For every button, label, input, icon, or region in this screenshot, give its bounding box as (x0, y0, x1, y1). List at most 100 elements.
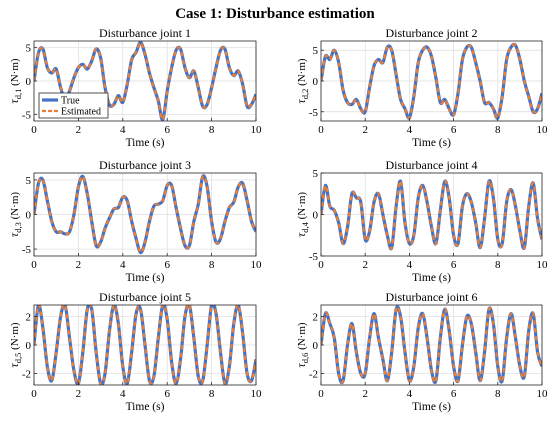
subplot-title: Disturbance joint 2 (386, 26, 478, 40)
x-tick-label: 4 (120, 388, 126, 400)
x-tick-label: 8 (209, 388, 215, 400)
series-line-true (321, 42, 542, 120)
subplot-title: Disturbance joint 4 (386, 158, 478, 172)
y-axis-label-unit: (N·m) (9, 322, 21, 353)
series-group (321, 179, 542, 251)
x-tick-label: 6 (164, 259, 170, 271)
x-tick-label: 8 (209, 124, 215, 136)
series-group (34, 305, 256, 385)
y-tick-label: 5 (313, 45, 319, 57)
x-tick-label: 6 (451, 388, 457, 400)
y-axis-label-unit: (N·m) (296, 192, 308, 223)
y-axis-label-unit: (N·m) (9, 58, 21, 89)
subplot-title: Disturbance joint 1 (99, 26, 191, 40)
x-axis-label: Time (s) (126, 272, 165, 284)
y-axis-label-subscript: d,5 (13, 353, 23, 364)
subplot-2: 0 2 4 6 8 10 -5 0 5 Disturbance joint 2 Time (s) τd… (294, 26, 548, 149)
x-tick-label: 0 (318, 259, 324, 271)
y-axis-label-symbol: τ (294, 363, 308, 368)
y-tick-label: -5 (22, 244, 32, 256)
figure-title: Case 1: Disturbance estimation (175, 6, 375, 22)
y-tick-label: 0 (313, 340, 319, 352)
series-group (321, 305, 542, 385)
y-axis-label-subscript: d,4 (300, 221, 310, 232)
x-tick-label: 2 (362, 259, 368, 271)
x-tick-label: 8 (495, 388, 501, 400)
y-axis-label: τd,2 (N·m) (294, 58, 310, 103)
y-tick-label: -5 (309, 107, 319, 119)
x-axis-label: Time (s) (126, 137, 165, 149)
y-axis-label-unit: (N·m) (296, 58, 308, 89)
y-tick-label: 5 (26, 43, 32, 55)
series-line-estimated (321, 305, 542, 384)
y-axis-label-subscript: d,6 (300, 353, 310, 364)
y-axis-label-unit: (N·m) (296, 322, 308, 353)
y-axis-label-symbol: τ (7, 232, 21, 237)
y-axis-label-unit: (N·m) (9, 192, 21, 223)
x-tick-label: 10 (537, 259, 549, 271)
x-tick-label: 10 (537, 124, 549, 136)
y-axis-label-symbol: τ (7, 99, 21, 104)
x-tick-label: 10 (251, 388, 263, 400)
x-tick-label: 2 (362, 124, 368, 136)
x-tick-label: 4 (407, 259, 413, 271)
x-tick-label: 10 (251, 259, 263, 271)
x-tick-label: 6 (164, 124, 170, 136)
x-axis-label: Time (s) (412, 137, 451, 149)
y-axis-label-subscript: d,2 (300, 89, 310, 100)
legend-label: True (61, 96, 80, 107)
x-tick-label: 0 (318, 124, 324, 136)
series-line-estimated (34, 305, 256, 385)
y-axis-label: τd,1 (N·m) (7, 58, 23, 103)
y-tick-label: 0 (26, 76, 32, 88)
x-tick-label: 4 (407, 388, 413, 400)
y-axis-label-symbol: τ (7, 363, 21, 368)
legend-label: Estimated (61, 107, 101, 118)
subplot-title: Disturbance joint 5 (99, 290, 191, 304)
y-axis-label: τd,6 (N·m) (294, 322, 310, 367)
y-tick-label: -2 (309, 369, 318, 381)
x-tick-label: 2 (362, 388, 368, 400)
y-tick-label: 2 (26, 311, 32, 323)
x-tick-label: 0 (318, 388, 324, 400)
y-tick-label: 0 (26, 340, 32, 352)
y-tick-label: 5 (313, 168, 319, 180)
y-tick-label: 0 (26, 210, 32, 222)
y-axis-label-subscript: d,1 (13, 89, 23, 100)
series-line-estimated (34, 174, 256, 254)
x-tick-label: 4 (120, 259, 126, 271)
x-axis-label: Time (s) (412, 272, 451, 284)
y-tick-label: -2 (22, 369, 31, 381)
x-tick-label: 8 (495, 124, 501, 136)
x-tick-label: 0 (31, 124, 37, 136)
y-axis-label-subscript: d,3 (13, 222, 23, 233)
series-line-estimated (34, 41, 256, 121)
x-tick-label: 4 (120, 124, 126, 136)
x-axis-label: Time (s) (412, 401, 451, 413)
x-tick-label: 6 (451, 259, 457, 271)
y-tick-label: -5 (22, 109, 32, 121)
subplot-3: 0 2 4 6 8 10 -5 0 5 Disturbance joint 3 Time (s) τd… (7, 158, 262, 284)
series-group (34, 41, 256, 121)
x-tick-label: 8 (495, 259, 501, 271)
series-line-estimated (321, 179, 542, 250)
y-tick-label: 2 (313, 311, 319, 323)
y-axis-label: τd,4 (N·m) (294, 192, 310, 237)
subplot-title: Disturbance joint 3 (99, 158, 191, 172)
y-axis-label: τd,3 (N·m) (7, 192, 23, 237)
x-tick-label: 2 (76, 259, 82, 271)
subplot-title: Disturbance joint 6 (386, 290, 478, 304)
y-tick-label: 5 (26, 175, 32, 187)
x-axis-label: Time (s) (126, 401, 165, 413)
y-tick-label: 0 (313, 210, 319, 222)
y-tick-label: -5 (309, 251, 319, 263)
x-tick-label: 6 (164, 388, 170, 400)
x-tick-label: 2 (76, 388, 82, 400)
legend-box (38, 92, 109, 119)
x-tick-label: 8 (209, 259, 215, 271)
x-tick-label: 6 (451, 124, 457, 136)
